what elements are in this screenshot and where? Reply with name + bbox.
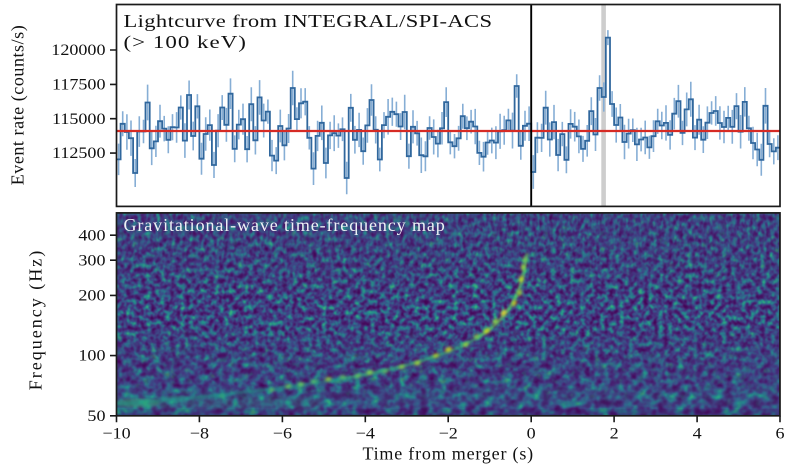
svg-text:115000: 115000 [52,110,106,128]
svg-text:−4: −4 [356,425,376,443]
svg-text:−6: −6 [273,425,293,443]
svg-text:2: 2 [610,425,619,443]
svg-text:0: 0 [527,425,536,443]
svg-text:100: 100 [78,347,105,365]
svg-text:6: 6 [775,425,785,443]
svg-text:50: 50 [87,407,105,425]
svg-text:Gravitational-wave time-freque: Gravitational-wave time-frequency map [124,215,446,235]
svg-text:−8: −8 [190,425,209,443]
svg-text:117500: 117500 [52,75,106,93]
svg-text:120000: 120000 [51,41,105,59]
svg-text:Frequency (Hz): Frequency (Hz) [26,249,47,390]
svg-text:4: 4 [693,425,703,443]
svg-text:200: 200 [78,286,105,304]
svg-text:Lightcurve from INTEGRAL/SPI-A: Lightcurve from INTEGRAL/SPI-ACS [124,12,493,31]
svg-text:(> 100 keV): (> 100 keV) [124,33,247,52]
svg-text:300: 300 [78,251,105,269]
svg-text:−2: −2 [439,425,458,443]
svg-text:Event rate (counts/s): Event rate (counts/s) [8,25,29,186]
svg-text:400: 400 [78,226,105,244]
svg-text:112500: 112500 [52,144,106,162]
svg-text:Time from merger (s): Time from merger (s) [362,444,533,465]
svg-text:−10: −10 [102,425,130,443]
